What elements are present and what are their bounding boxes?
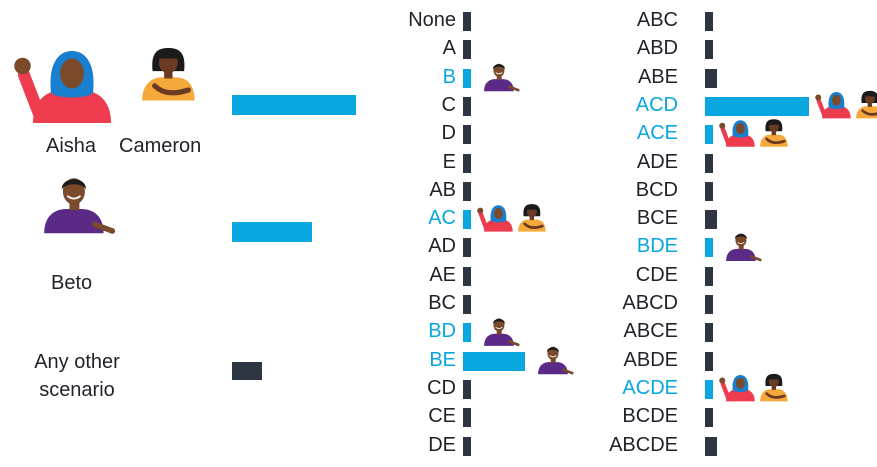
category-label-acde: ACDE <box>622 376 678 399</box>
mini-cameron-acde <box>760 373 788 402</box>
category-label-ab: AB <box>429 178 456 201</box>
category-label-b: B <box>442 65 456 88</box>
bar-bcd <box>705 181 713 201</box>
bar-bde <box>705 238 713 258</box>
category-label-bcd: BCD <box>635 178 678 201</box>
bar-cd <box>463 379 471 399</box>
bar-bd <box>463 323 471 343</box>
category-label-abc: ABC <box>636 9 678 31</box>
bar-acd <box>705 96 809 116</box>
category-label-abce: ABCE <box>623 320 678 343</box>
bar-abce <box>705 323 713 343</box>
category-label-bcde: BCDE <box>622 405 678 428</box>
bar-ad <box>463 238 471 258</box>
category-label-none: None <box>408 9 456 31</box>
bar-abe <box>705 68 717 88</box>
bar-d <box>463 125 471 145</box>
category-label-abd: ABD <box>636 37 678 60</box>
category-label-bd: BD <box>428 320 456 343</box>
summary-bar-2 <box>232 222 312 242</box>
category-label-bde: BDE <box>636 235 678 258</box>
bar-none <box>463 12 471 31</box>
bar-ace <box>705 125 713 145</box>
bar-de <box>463 436 471 456</box>
mini-aisha-acde <box>719 375 755 402</box>
mini-beto-b <box>484 63 520 92</box>
category-label-cd: CD <box>427 376 456 399</box>
aisha-portrait <box>14 51 111 123</box>
category-label-ace: ACE <box>636 122 678 145</box>
mini-aisha-ace <box>719 120 755 147</box>
mini-cameron-ace <box>760 119 788 147</box>
mini-aisha-ac <box>477 205 513 232</box>
bar-abcd <box>705 295 713 314</box>
beto-portrait <box>44 178 116 234</box>
bar-abde <box>705 351 713 371</box>
category-label-be: BE <box>429 348 456 371</box>
bar-abcde <box>705 436 717 456</box>
mini-cameron-ac <box>518 204 546 232</box>
summary-bar-3 <box>232 362 262 380</box>
mini-beto-be <box>538 346 574 375</box>
mini-aisha-acd <box>815 92 851 119</box>
bar-ac <box>463 210 471 230</box>
bar-cde <box>705 266 713 286</box>
category-label-acd: ACD <box>635 93 678 116</box>
name-label-aisha: Aisha <box>46 135 97 157</box>
category-label-bc: BC <box>428 292 456 314</box>
bar-abd <box>705 40 713 60</box>
category-label-abe: ABE <box>637 65 678 88</box>
name-label-beto: Beto <box>51 272 93 294</box>
bar-ade <box>705 153 713 173</box>
category-label-ae: AE <box>429 263 456 286</box>
bar-ae <box>463 266 471 286</box>
name-label-cameron: Cameron <box>119 135 202 157</box>
category-label-c: C <box>441 93 456 116</box>
bar-bce <box>705 210 717 230</box>
category-label-ade: ADE <box>636 150 678 173</box>
mini-beto-bd <box>484 318 520 347</box>
category-label-abde: ABDE <box>623 348 678 371</box>
bar-abc <box>705 12 713 31</box>
bar-a <box>463 40 471 60</box>
category-label-de: DE <box>428 433 456 456</box>
category-label-ce: CE <box>428 405 456 428</box>
bar-bcde <box>705 408 713 428</box>
category-label-abcd: ABCD <box>622 292 678 314</box>
bar-c <box>463 96 471 116</box>
bar-b <box>463 68 471 88</box>
category-label-e: E <box>442 150 456 173</box>
bar-acde <box>705 379 713 399</box>
category-label-abcde: ABCDE <box>609 433 678 456</box>
bar-ce <box>463 408 471 428</box>
cameron-portrait <box>142 48 195 101</box>
summary-bar-1 <box>232 95 356 115</box>
mini-beto-bde <box>726 233 762 262</box>
any-other-scenario-label: Any other scenario <box>34 351 120 401</box>
category-label-ac: AC <box>428 207 456 230</box>
bar-bc <box>463 295 471 314</box>
category-label-cde: CDE <box>635 263 678 286</box>
category-label-a: A <box>442 37 456 60</box>
bar-be <box>463 351 525 371</box>
bar-ab <box>463 181 471 201</box>
bar-e <box>463 153 471 173</box>
category-label-d: D <box>441 122 456 145</box>
category-label-ad: AD <box>428 235 456 258</box>
mini-cameron-acd <box>856 90 877 119</box>
category-label-bce: BCE <box>636 207 678 230</box>
